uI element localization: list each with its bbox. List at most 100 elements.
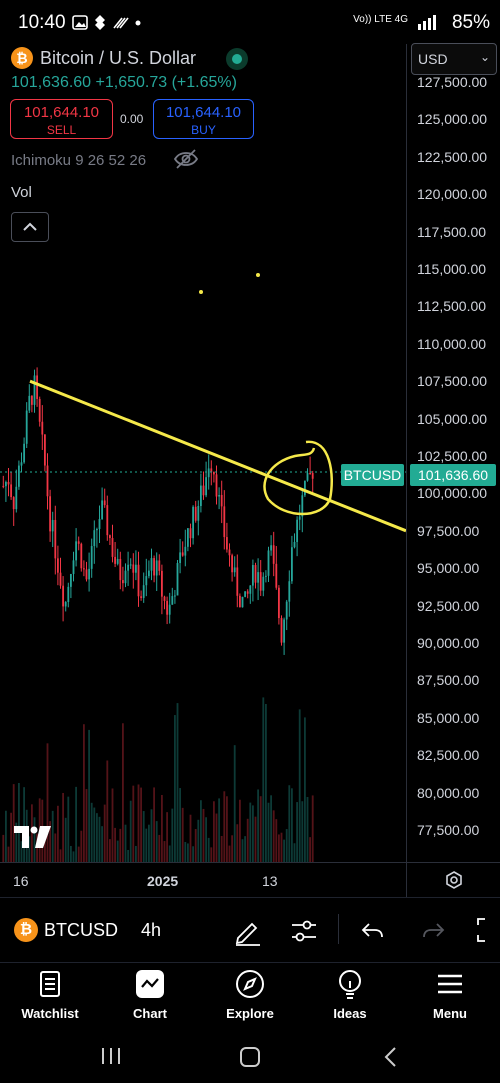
nav-ideas[interactable]: Ideas <box>300 968 400 1021</box>
volume-bar <box>127 849 130 862</box>
candle-body <box>202 485 205 496</box>
currency-value: USD <box>418 51 448 67</box>
indicators-button[interactable] <box>290 918 318 949</box>
chart-settings-button[interactable] <box>406 862 500 897</box>
volume-bar <box>220 835 223 862</box>
drawing-tools-button[interactable] <box>234 916 262 951</box>
candle-body <box>114 556 117 564</box>
candle-body <box>254 565 257 583</box>
fullscreen-icon <box>477 918 485 942</box>
price-axis-label: 90,000.00 <box>417 635 480 651</box>
back-button[interactable] <box>382 1046 398 1073</box>
nav-menu[interactable]: Menu <box>400 968 500 1021</box>
volume-bar <box>69 845 72 862</box>
hamburger-icon <box>400 968 500 1000</box>
candle-body <box>267 550 270 576</box>
collapse-legend-button[interactable] <box>11 212 49 242</box>
candle-body <box>132 564 135 573</box>
candle-body <box>251 565 254 586</box>
tradingview-logo[interactable] <box>14 826 52 853</box>
market-open-icon <box>226 48 248 70</box>
candle-body <box>17 465 20 487</box>
volume-bar <box>2 834 5 862</box>
volume-bar <box>257 789 260 862</box>
symbol-selector[interactable]: BTCUSD <box>44 920 119 940</box>
volume-bar <box>238 799 241 862</box>
candle-body <box>147 570 150 577</box>
volume-bar <box>309 837 312 862</box>
trendline-drawing <box>29 379 407 533</box>
volume-bar <box>288 785 291 862</box>
volume-bar <box>181 807 184 862</box>
volume-bar <box>160 794 163 862</box>
buy-button[interactable]: 101,644.10 BUY <box>153 99 254 139</box>
candle-body <box>101 500 104 520</box>
volume-bar <box>270 795 273 862</box>
volume-bar <box>223 791 226 862</box>
candle-body <box>228 549 231 556</box>
candle-body <box>153 558 156 576</box>
candle-body <box>129 564 132 566</box>
volume-bar <box>259 796 262 862</box>
price-axis-label: 80,000.00 <box>417 784 480 801</box>
toolbar-divider <box>338 914 339 944</box>
volume-bar <box>59 849 62 862</box>
price-axis[interactable]: 127,500.00 125,000.00 122,500.00 120,000.00… <box>406 44 500 862</box>
price-axis-label: 117,500.00 <box>417 223 487 240</box>
interval-selector[interactable]: 4h <box>141 920 162 940</box>
volume-bar <box>267 802 270 862</box>
sliders-icon <box>292 920 316 942</box>
volume-bar <box>184 841 187 862</box>
volume-legend[interactable]: Vol <box>11 184 32 201</box>
time-axis[interactable]: 16 2025 13 <box>0 862 406 897</box>
candle-body <box>293 541 296 548</box>
home-button[interactable] <box>239 1046 261 1073</box>
nav-label: Menu <box>433 1006 467 1021</box>
volume-bar <box>108 839 111 862</box>
volume-bar <box>233 745 236 862</box>
candle-body <box>25 410 28 444</box>
volume-bar <box>163 841 166 862</box>
volume-bar <box>210 847 213 862</box>
undo-button[interactable] <box>360 918 386 947</box>
redo-button[interactable] <box>420 918 446 947</box>
nav-chart[interactable]: Chart <box>100 968 200 1021</box>
nav-watchlist[interactable]: Watchlist <box>0 968 100 1021</box>
candle-body <box>220 494 223 507</box>
volume-bar <box>119 828 122 862</box>
currency-select[interactable]: USD ⌄ <box>411 43 497 75</box>
candle-body <box>283 619 286 643</box>
candle-body <box>184 546 187 556</box>
candle-body <box>158 560 161 571</box>
candle-body <box>46 465 49 497</box>
notification-icon-group <box>72 15 141 30</box>
candle-body <box>106 505 109 536</box>
candle-body <box>20 462 23 466</box>
candle-body <box>72 560 75 574</box>
candle-body <box>77 541 80 544</box>
volume-bar <box>158 834 161 862</box>
volume-bar <box>311 795 314 862</box>
nav-explore[interactable]: Explore <box>200 968 300 1021</box>
time-label: 16 <box>13 873 29 889</box>
candle-body <box>215 474 218 497</box>
volume-bar <box>93 807 96 862</box>
candle-body <box>223 506 226 538</box>
fullscreen-button[interactable] <box>476 916 500 949</box>
sell-button[interactable]: 101,644.10 SELL <box>10 99 113 139</box>
candle-body <box>163 596 166 601</box>
indicator-legend[interactable]: Ichimoku 9 26 52 26 <box>11 152 147 169</box>
recents-button[interactable] <box>100 1046 122 1071</box>
volume-bar <box>101 826 104 862</box>
hide-eye-icon[interactable] <box>173 148 199 175</box>
candle-body <box>212 471 215 475</box>
candle-body <box>134 564 137 573</box>
price-change: 101,636.60 +1,650.73 (+1.65%) <box>11 74 237 92</box>
chart-canvas[interactable] <box>0 44 407 862</box>
network-indicator: Vo)) LTE 4G <box>353 14 408 25</box>
candle-body <box>15 486 18 510</box>
volume-bar <box>241 839 244 862</box>
volume-bar <box>4 810 7 862</box>
symbol-title[interactable]: Bitcoin / U.S. Dollar <box>40 48 197 68</box>
volume-bar <box>12 784 15 862</box>
